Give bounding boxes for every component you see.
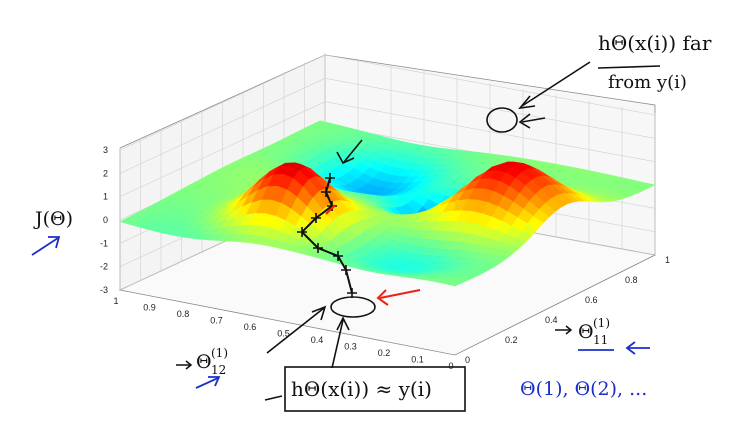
- arrow-start-head: [336, 151, 355, 165]
- y-tick-label: 0.4: [545, 315, 558, 325]
- svg-text:Θ: Θ: [578, 321, 594, 343]
- top-note-line1: hΘ(x(i)) far: [598, 31, 712, 55]
- x-axis-label: Θ (1) 12: [196, 346, 228, 377]
- x-tick-label: 0.4: [311, 335, 324, 345]
- svg-text:(1): (1): [211, 346, 228, 360]
- svg-text:12: 12: [211, 363, 226, 377]
- z-tick-label: 2: [103, 168, 108, 178]
- fraction-bar: [597, 65, 661, 69]
- arrow-top-right: [521, 117, 546, 123]
- svg-text:11: 11: [593, 333, 608, 347]
- descent-step-marker: [333, 251, 343, 261]
- red-arrow-mid: [325, 204, 336, 215]
- x-tick-label: 0.5: [277, 329, 290, 339]
- arrow-top-left-head: [518, 95, 536, 110]
- y-tick-label: 0.6: [585, 295, 598, 305]
- arrow-top-right-head: [518, 113, 531, 129]
- arrow-to-min-left-head: [311, 305, 327, 321]
- z-tick-label: 0: [103, 215, 108, 225]
- z-tick-label: -3: [100, 285, 108, 295]
- arrow-to-box: [264, 395, 283, 401]
- surface-patch: [444, 281, 462, 287]
- z-tick-label: -2: [100, 262, 108, 272]
- circle-peak: [486, 107, 518, 133]
- svg-text:(1): (1): [593, 316, 610, 330]
- y-tick-label: 1: [665, 255, 670, 265]
- x-tick-label: 0.8: [177, 309, 190, 319]
- svg-text:Θ: Θ: [196, 351, 212, 373]
- x-tick-label: 0.6: [244, 322, 257, 332]
- blue-note: Θ(1), Θ(2), ...: [520, 378, 647, 400]
- arrow-to-min-up: [331, 319, 344, 369]
- black-annotations: [264, 61, 661, 401]
- y-tick-label: 0.8: [625, 275, 638, 285]
- descent-step-marker: [297, 227, 307, 237]
- bottom-note: hΘ(x(i)) ≈ y(i): [291, 377, 432, 401]
- y-tick-label: 0.2: [505, 335, 518, 345]
- descent-step-marker: [313, 243, 323, 253]
- arrow-y-label-head: [565, 325, 573, 335]
- arrow-start: [343, 139, 363, 163]
- descent-step-marker: [311, 213, 321, 223]
- top-note-line2: from y(i): [608, 72, 687, 93]
- blue-arrow-y-head: [625, 341, 636, 355]
- x-tick-label: 1: [113, 296, 118, 306]
- z-axis-label: J(Θ): [33, 208, 73, 230]
- x-tick-label: 0.2: [378, 348, 391, 358]
- bottom-note-box: [284, 366, 466, 412]
- black-small-arrows: [176, 325, 573, 370]
- red-arrows: [325, 204, 421, 306]
- red-arrow-bottom: [379, 289, 421, 299]
- grid-line: [119, 101, 656, 197]
- x-axis-ticks: 1 0.9 0.8 0.7 0.6 0.5 0.4 0.3 0.2 0.1 0: [113, 296, 453, 371]
- red-arrow-bottom-head: [376, 289, 389, 306]
- x-tick-label: 0.3: [344, 342, 357, 352]
- x-tick-label: 0.7: [210, 316, 223, 326]
- arrow-top-left: [521, 61, 591, 107]
- descent-step-marker: [341, 265, 351, 275]
- blue-arrow-z-head: [48, 236, 61, 249]
- circle-minimum: [330, 296, 376, 318]
- y-axis-ticks: 0 0.2 0.4 0.6 0.8 1: [465, 255, 670, 365]
- x-tick-label: 0: [448, 361, 453, 371]
- z-tick-label: 1: [103, 192, 108, 202]
- y-axis-label: Θ (1) 11: [578, 316, 610, 347]
- arrow-to-min-up-head: [336, 316, 350, 331]
- x-tick-label: 0.1: [411, 355, 424, 365]
- arrow-x-label-head: [185, 360, 193, 370]
- arrow-to-min-left: [266, 307, 325, 354]
- descent-step-marker: [321, 187, 331, 197]
- blue-arrow-x-head: [208, 376, 221, 387]
- blue-arrow-z: [31, 237, 59, 256]
- blue-annotations: [31, 236, 650, 389]
- grid-line: [119, 54, 656, 151]
- blue-arrow-x: [195, 377, 219, 389]
- x-tick-label: 0.9: [143, 303, 156, 313]
- descent-step-marker: [325, 173, 335, 183]
- z-tick-label: -1: [100, 238, 108, 248]
- z-tick-label: 3: [103, 145, 108, 155]
- y-tick-label: 0: [465, 355, 470, 365]
- z-axis-ticks: 3 2 1 0 -1 -2 -3: [100, 145, 108, 295]
